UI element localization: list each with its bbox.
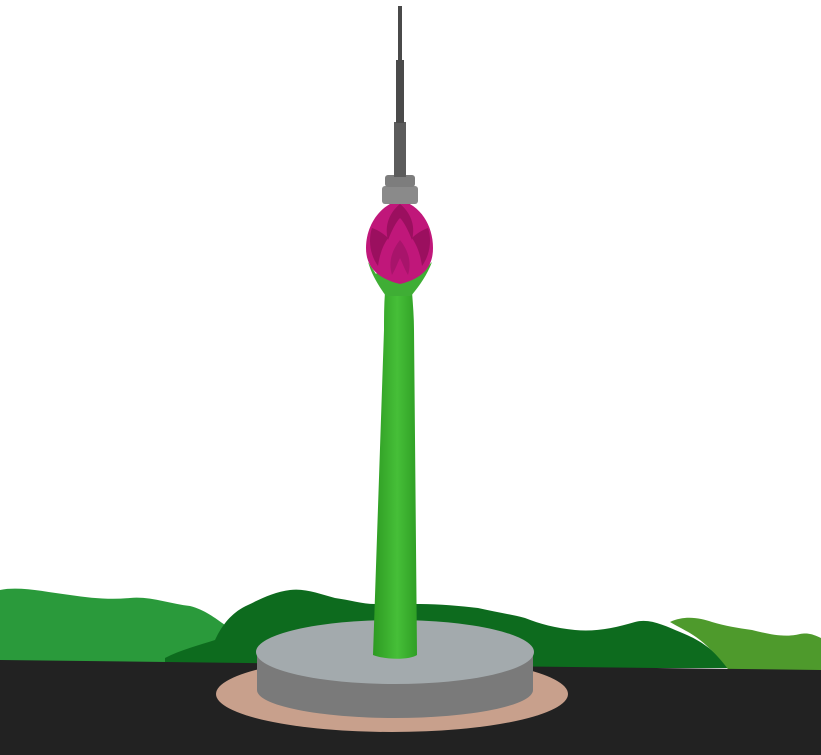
mast-lower [394, 122, 406, 177]
lotus-bud [366, 200, 433, 284]
tower-shaft [373, 292, 417, 659]
tower-cap-upper [385, 175, 415, 187]
bush-right [670, 617, 821, 672]
mast-middle [396, 60, 404, 123]
tower-cap-lower [382, 186, 418, 204]
bush-left [0, 588, 240, 665]
mast-top [398, 6, 402, 61]
